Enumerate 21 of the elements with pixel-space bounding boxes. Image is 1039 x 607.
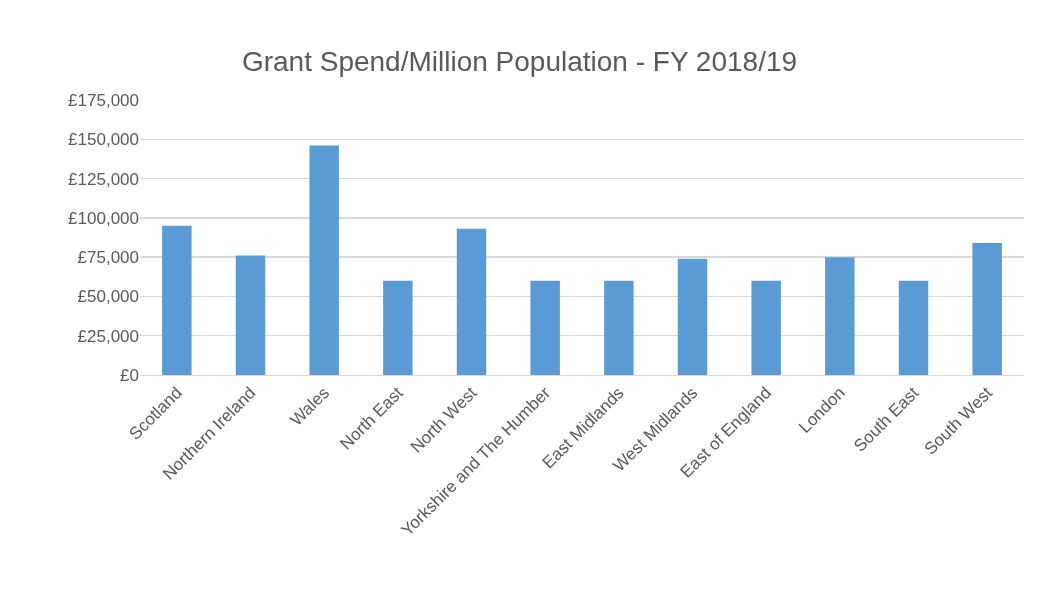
bar (751, 280, 781, 375)
bar (235, 255, 266, 375)
bar (530, 280, 560, 375)
y-tick-label: £25,000 (77, 326, 139, 346)
y-tick-label: £50,000 (77, 287, 139, 307)
y-tick-label: £75,000 (77, 248, 139, 268)
bar (825, 257, 855, 375)
bar (456, 228, 487, 375)
y-tick-label: £0 (120, 365, 139, 385)
bar (604, 280, 634, 375)
y-tick-label: £125,000 (68, 169, 139, 189)
y-tick-label: £150,000 (68, 130, 139, 150)
bar (972, 243, 1002, 375)
bar (309, 145, 339, 375)
y-tick-label: £100,000 (68, 208, 139, 228)
chart-title: Grant Spend/Million Population - FY 2018/19 (241, 46, 798, 78)
bar (898, 280, 929, 375)
bar (677, 258, 708, 375)
bar (162, 225, 192, 375)
bar (383, 280, 413, 375)
y-tick-label: £175,000 (68, 90, 139, 110)
